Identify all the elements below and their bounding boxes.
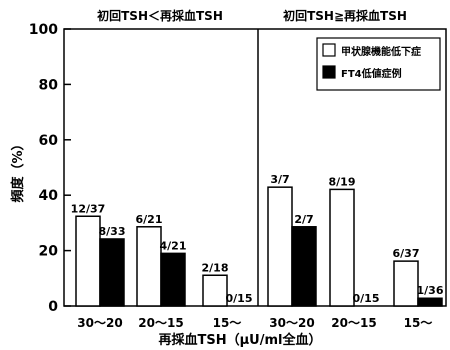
bar-data-label: 6/37 [393,247,420,260]
x-tick-label: 30〜20 [77,316,122,330]
x-tick-label: 15〜 [404,316,433,330]
legend-box [316,37,441,91]
bar [291,226,317,307]
bar-data-label: 8/33 [99,225,126,238]
x-tick-label: 20〜15 [138,316,183,330]
legend-swatch [322,65,336,79]
bar-data-label: 4/21 [160,239,187,252]
x-tick-label: 15〜 [213,316,242,330]
bar [75,215,101,307]
bar-data-label: 3/7 [270,173,289,186]
y-tick-label: 80 [39,77,59,93]
bar [417,297,443,307]
bar-data-label: 2/18 [202,261,229,274]
labels-layer: 12/37 8/33 30〜20 6/21 4/21 20〜15 2/18 0/15 15〜 3/… [71,173,444,330]
bar-data-label: 6/21 [136,213,163,226]
y-axis-label: 頻度（%） [10,137,26,202]
bar-data-label: 1/36 [417,284,444,297]
bar-data-label: 8/19 [329,175,356,188]
plot-frame [63,28,447,307]
x-tick-label: 20〜15 [331,316,376,330]
bar-data-label: 0/15 [353,292,380,305]
bar-data-label: 0/15 [226,292,253,305]
panel-title-left: 初回TSH＜再採血TSH [97,8,223,23]
y-tick-label: 100 [29,22,58,38]
panel-title-right: 初回TSH≧再採血TSH [283,8,407,23]
bar [160,252,186,307]
plot-area-border [63,28,447,307]
legend: 甲状腺機能低下症 FT4低値症例 [316,37,441,91]
bar [99,238,125,307]
y-tick-label: 0 [48,299,58,315]
bar [393,260,419,307]
y-axis: 0 20 40 60 80 100 [29,22,71,315]
bar-data-label: 2/7 [294,213,313,226]
y-tick-label: 40 [39,188,59,204]
legend-swatch [322,43,336,57]
bar [329,188,355,307]
x-tick-label: 30〜20 [269,316,314,330]
legend-label: FT4低値症例 [341,67,402,80]
bar-data-label: 12/37 [71,202,106,215]
bar [136,226,162,307]
bar [267,186,293,307]
legend-label: 甲状腺機能低下症 [341,45,421,58]
y-tick-label: 20 [39,244,59,260]
y-tick-label: 60 [39,133,59,149]
bars-layer [75,186,443,307]
bar [202,274,228,307]
x-axis-label: 再採血TSH（μU/ml全血） [159,332,322,348]
